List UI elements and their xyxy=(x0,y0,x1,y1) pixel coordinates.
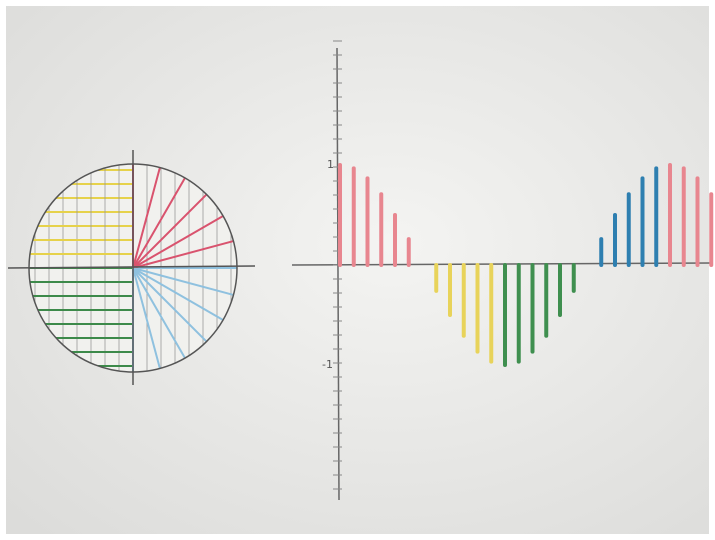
ray xyxy=(132,240,234,269)
ray xyxy=(132,267,161,369)
ray xyxy=(132,193,208,269)
y-label: 1 xyxy=(327,158,334,171)
unit-circle xyxy=(7,150,256,385)
ray xyxy=(132,267,234,296)
ray xyxy=(132,177,186,269)
ray xyxy=(132,267,186,359)
ray xyxy=(132,167,161,269)
ray xyxy=(132,267,224,321)
axis xyxy=(7,265,256,269)
cosine-graph: 1 -1 xyxy=(291,40,714,501)
y-axis xyxy=(336,47,340,501)
y-label: -1 xyxy=(322,358,333,371)
ray xyxy=(132,215,224,269)
ray xyxy=(132,267,208,343)
